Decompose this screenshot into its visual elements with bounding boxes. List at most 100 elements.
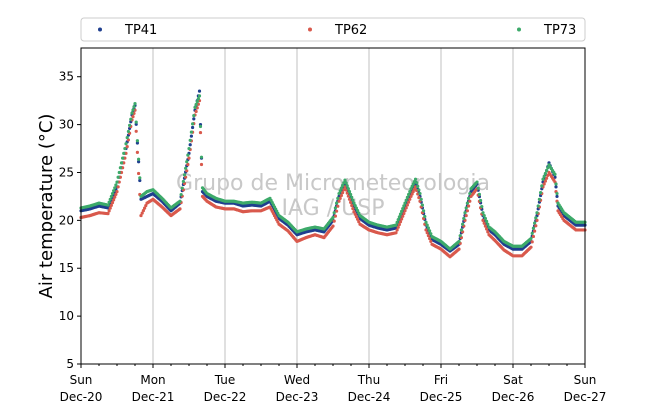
- data-point-interpolated: [336, 196, 340, 200]
- data-point-interpolated: [339, 186, 343, 190]
- data-point-interpolated: [543, 179, 548, 183]
- data-point-interpolated: [397, 222, 401, 227]
- data-point-interpolated: [545, 168, 549, 173]
- data-point-interpolated: [138, 176, 142, 180]
- watermark-line-1: Grupo de Micrometeorologia: [176, 171, 490, 196]
- x-axis: Sun Dec-20 Mon Dec-21 Tue Dec-22 Wed Dec-23 Thu D…: [60, 364, 606, 404]
- data-point: [178, 207, 182, 211]
- data-point-interpolated: [462, 216, 466, 221]
- data-point: [481, 218, 485, 222]
- data-point-interpolated: [108, 197, 112, 201]
- data-point-interpolated: [356, 208, 360, 213]
- data-point-interpolated: [395, 228, 399, 232]
- data-point-interpolated: [108, 206, 112, 210]
- data-point-interpolated: [140, 211, 144, 215]
- data-point-interpolated: [350, 195, 354, 199]
- data-point-interpolated: [188, 143, 192, 147]
- x-tick-label-day: Sun: [70, 373, 93, 387]
- data-point-interpolated: [397, 215, 401, 219]
- data-point: [139, 213, 143, 218]
- data-point-interpolated: [351, 198, 355, 202]
- data-point-interpolated: [107, 209, 111, 213]
- data-point-interpolated: [417, 188, 421, 192]
- data-point-interpolated: [357, 211, 361, 215]
- data-point-interpolated: [417, 196, 421, 200]
- data-point-interpolated: [116, 175, 120, 179]
- data-point-interpolated: [476, 186, 480, 190]
- data-point-interpolated: [411, 190, 415, 194]
- data-point-interpolated: [396, 225, 400, 229]
- data-point-interpolated: [138, 178, 142, 183]
- data-point-interpolated: [530, 240, 534, 244]
- data-point-interpolated: [118, 166, 122, 170]
- data-point-interpolated: [479, 198, 483, 203]
- data-point-interpolated: [121, 166, 125, 170]
- data-point: [529, 245, 533, 249]
- data-point: [529, 236, 533, 241]
- data-point-interpolated: [121, 156, 125, 160]
- data-point-interpolated: [419, 197, 423, 201]
- data-point-interpolated: [407, 192, 411, 197]
- x-tick-label-day: Thu: [357, 373, 381, 387]
- watermark: Grupo de Micrometeorologia IAG / USP: [176, 171, 490, 221]
- data-point-interpolated: [540, 184, 544, 188]
- data-point-interpolated: [426, 234, 430, 238]
- data-point-interpolated: [530, 231, 534, 235]
- data-point-interpolated: [353, 212, 357, 216]
- data-point: [409, 194, 413, 199]
- data-point-interpolated: [351, 207, 355, 211]
- data-point-interpolated: [199, 162, 204, 167]
- data-point-interpolated: [537, 197, 542, 201]
- data-point-interpolated: [555, 191, 559, 196]
- data-point-interpolated: [342, 188, 346, 192]
- x-tick-label-date: Dec-20: [60, 390, 103, 404]
- legend-label: TP73: [543, 23, 576, 38]
- data-point-interpolated: [342, 181, 346, 185]
- data-point-interpolated: [141, 208, 145, 213]
- data-point-interpolated: [134, 129, 138, 133]
- y-tick-label: 35: [59, 70, 74, 84]
- data-point-interpolated: [542, 182, 546, 186]
- data-point-interpolated: [395, 220, 399, 224]
- data-point: [403, 201, 407, 205]
- data-point-interpolated: [122, 161, 126, 165]
- data-points: [79, 89, 587, 259]
- x-tick-label-date: Dec-23: [276, 390, 319, 404]
- data-point: [331, 224, 335, 228]
- legend-box: [80, 17, 586, 42]
- data-point-interpolated: [536, 204, 540, 208]
- data-point: [124, 151, 128, 155]
- data-point-interpolated: [483, 216, 487, 221]
- data-point-interpolated: [116, 185, 120, 189]
- grid-lines: [152, 48, 514, 364]
- data-point-interpolated: [410, 192, 414, 196]
- data-point-interpolated: [405, 195, 409, 199]
- data-point-interpolated: [122, 151, 126, 155]
- x-tick-label-day: Sun: [574, 373, 597, 387]
- data-point-interpolated: [191, 122, 195, 126]
- data-point-interpolated: [408, 190, 412, 194]
- data-point-interpolated: [546, 166, 550, 170]
- data-point-interpolated: [458, 234, 462, 238]
- data-point-interpolated: [407, 200, 411, 204]
- data-point: [178, 199, 182, 203]
- data-point: [115, 190, 119, 194]
- x-tick-label-date: Dec-26: [492, 390, 535, 404]
- data-point: [130, 111, 134, 115]
- data-point-interpolated: [188, 138, 192, 142]
- data-point-interpolated: [134, 120, 138, 124]
- data-point-interpolated: [135, 139, 139, 143]
- series-TP62: [79, 99, 587, 259]
- data-point-interpolated: [117, 180, 121, 184]
- data-point-interpolated: [109, 203, 113, 208]
- legend-label: TP62: [334, 23, 367, 38]
- data-point-interpolated: [534, 216, 538, 220]
- data-point-interpolated: [335, 209, 339, 213]
- data-point-interpolated: [345, 184, 349, 188]
- data-point-interpolated: [464, 206, 468, 210]
- data-point-interpolated: [483, 224, 487, 228]
- data-point-interpolated: [422, 209, 426, 213]
- data-point-interpolated: [545, 176, 549, 180]
- data-point-interpolated: [423, 214, 427, 219]
- data-point-interpolated: [179, 193, 183, 197]
